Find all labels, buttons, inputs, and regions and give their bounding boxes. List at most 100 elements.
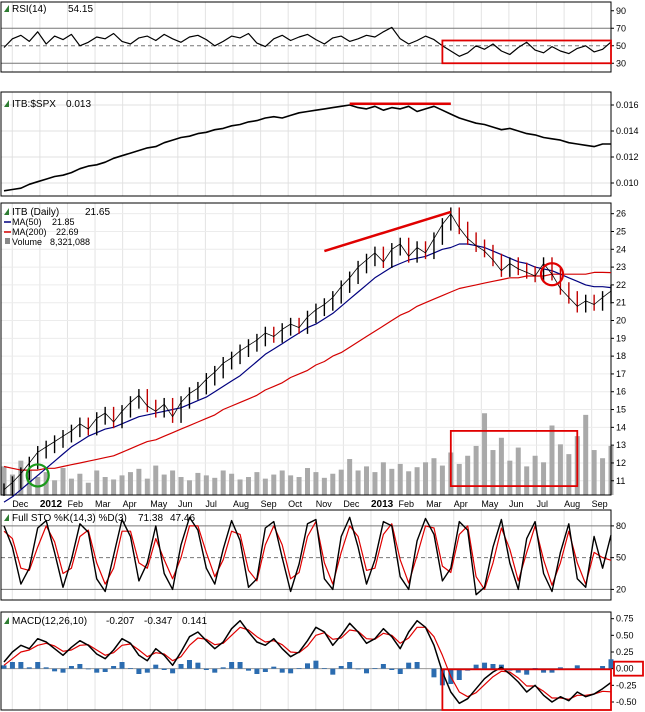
volume-bar <box>212 477 218 495</box>
volume-bar <box>439 465 445 495</box>
volume-bar <box>482 413 488 495</box>
volume-bar <box>296 477 302 495</box>
volume-bar <box>279 470 285 495</box>
macd-histogram-bar <box>574 665 580 669</box>
y-tick-label: 0.012 <box>616 152 639 162</box>
y-tick-label: 0.75 <box>616 614 634 624</box>
volume-bar <box>203 475 209 495</box>
volume-bar <box>1 466 7 495</box>
x-tick-label: Jun <box>178 499 193 509</box>
macd-histogram-bar <box>144 668 150 673</box>
macd-histogram-bar <box>532 668 538 669</box>
x-tick-label: Jul <box>205 499 217 509</box>
macd-histogram-bar <box>26 667 32 669</box>
macd-histogram-bar <box>203 668 209 670</box>
volume-bar <box>68 478 74 495</box>
volume-bar <box>60 468 66 495</box>
macd-histogram-bar <box>347 662 353 669</box>
price-panel-frame <box>0 202 612 496</box>
macd-histogram-bar <box>220 667 226 669</box>
macd-histogram-bar <box>490 664 496 669</box>
sto-label-d: 47.46 <box>170 513 195 524</box>
y-tick-label: 20 <box>616 584 626 594</box>
macd-histogram-bar <box>271 666 277 669</box>
macd-histogram-bar <box>178 664 184 669</box>
legend-swatch <box>5 238 10 244</box>
y-tick-label: 24 <box>616 244 626 254</box>
macd-histogram-bar <box>195 662 201 669</box>
sto-label-k: 71.38 <box>138 513 163 524</box>
macd-histogram-bar <box>380 664 386 669</box>
volume-bar <box>77 473 83 495</box>
macd-histogram-bar <box>355 668 361 670</box>
macd-histogram-bar <box>414 662 420 669</box>
golden-cross-circle <box>25 463 50 488</box>
macd-zero-label-box <box>613 660 644 677</box>
y-tick-label: 11 <box>616 476 625 486</box>
y-tick-label: 0.014 <box>616 126 639 136</box>
volume-bar <box>237 479 243 495</box>
y-tick-label: 70 <box>616 23 626 33</box>
macd-histogram-bar <box>321 668 327 669</box>
y-tick-label: 12 <box>616 458 626 468</box>
x-tick-label: Jul <box>537 499 549 509</box>
macd-line <box>3 619 612 705</box>
volume-bar <box>423 462 429 495</box>
chart-icon <box>4 100 9 107</box>
macd-histogram-bar <box>473 664 479 669</box>
macd-histogram-bar <box>43 667 49 669</box>
rsi-panel-frame <box>0 1 612 73</box>
price-label-value: 21.65 <box>85 207 110 218</box>
y-tick-label: 17 <box>616 369 626 379</box>
macd-panel-frame <box>0 611 612 711</box>
macd-histogram-bar <box>431 668 437 678</box>
y-tick-label: 0.25 <box>616 647 634 657</box>
x-tick-label: Sep <box>261 499 277 509</box>
y-tick-label: 15 <box>616 405 626 415</box>
volume-bar <box>119 475 125 495</box>
macd-histogram-bar <box>161 668 167 670</box>
macd-histogram-bar <box>389 668 395 670</box>
macd-histogram-bar <box>600 666 606 669</box>
volume-bar <box>52 480 58 495</box>
y-tick-label: 80 <box>616 521 626 531</box>
y-tick-label: 0.016 <box>616 100 639 110</box>
macd-histogram-bar <box>127 668 133 669</box>
volume-bar <box>170 470 176 495</box>
y-tick-label: 90 <box>616 6 626 16</box>
macd-histogram-bar <box>229 662 235 669</box>
price-label-name: ITB (Daily) <box>12 207 59 218</box>
macd-histogram-bar <box>296 668 302 669</box>
macd-histogram-bar <box>541 668 547 673</box>
volume-bar <box>153 465 159 495</box>
chart-icon <box>4 514 9 521</box>
y-tick-label: 13 <box>616 440 626 450</box>
legend-value: 8,321,088 <box>50 237 90 247</box>
y-tick-label: 30 <box>616 58 626 68</box>
ratio-label-value: 0.013 <box>66 99 91 110</box>
volume-bar <box>490 450 496 495</box>
macd-histogram-bar <box>338 666 344 669</box>
x-tick-label: May <box>150 499 168 509</box>
y-tick-label: 16 <box>616 387 626 397</box>
legend-name: MA(200) <box>12 227 47 237</box>
macd-histogram-bar <box>77 664 83 669</box>
volume-bar <box>321 477 327 495</box>
macd-histogram-bar <box>372 668 378 669</box>
x-tick-label: Oct <box>288 499 303 509</box>
macd-histogram-bar <box>119 662 125 669</box>
x-tick-label: May <box>481 499 499 509</box>
x-tick-label: Aug <box>233 499 249 509</box>
volume-bar <box>389 468 395 495</box>
sto-k-line <box>3 516 612 596</box>
price-close-line <box>3 213 612 491</box>
x-tick-label: Nov <box>316 499 333 509</box>
macd-label-name: MACD(12,26,10) <box>12 616 87 627</box>
volume-bar <box>245 477 251 495</box>
volume-bar <box>600 458 606 495</box>
x-tick-label: Mar <box>95 499 111 509</box>
volume-bar <box>583 414 589 495</box>
y-tick-label: 14 <box>616 422 626 432</box>
macd-histogram-bar <box>313 660 319 669</box>
